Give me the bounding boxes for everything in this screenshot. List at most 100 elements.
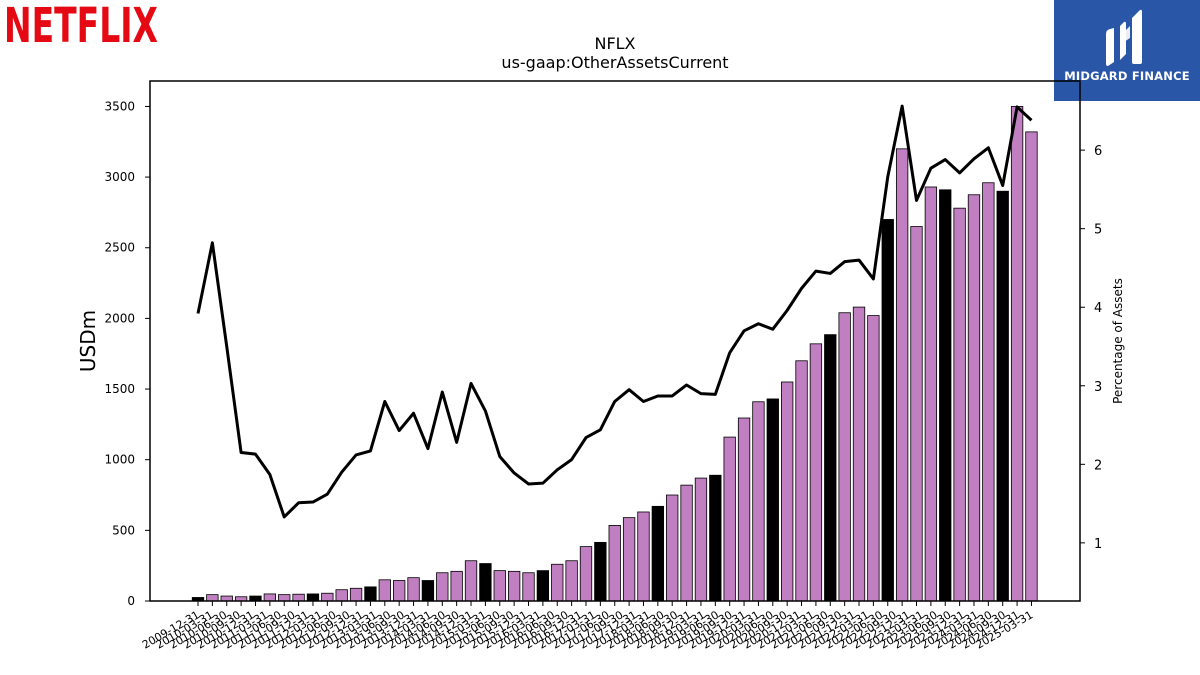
- bar: [565, 560, 578, 602]
- bar: [507, 570, 521, 602]
- x-tick-label: 2014-06-30: [386, 608, 448, 651]
- y-axis: 0 500 1000 1500 2000 2500 3000 3500: [104, 99, 150, 608]
- x-tick-label: 2015-06-30: [441, 608, 503, 651]
- x-tick-label: 2025-03-31: [973, 608, 1035, 651]
- bar: [666, 494, 679, 602]
- x-tick-label: 2010-09-30: [181, 608, 243, 651]
- x-tick-label: 2020-12-31: [741, 608, 803, 651]
- bar: [982, 182, 995, 602]
- x-tick-label: 2022-03-31: [809, 608, 871, 651]
- bar: [393, 580, 406, 602]
- x-tick-label: 2010-06-30: [167, 608, 229, 651]
- bar: [522, 572, 535, 602]
- x-tick-label: 2016-03-31: [482, 608, 544, 651]
- bar: [824, 334, 837, 602]
- publisher-name: MIDGARD FINANCE: [1064, 69, 1190, 83]
- x-tick-label: 2012-06-30: [277, 608, 339, 651]
- x-tick-label: 2010-03-31: [154, 608, 216, 651]
- bar: [292, 593, 305, 602]
- y-tick-label: 0: [127, 594, 135, 608]
- bar: [220, 595, 233, 602]
- bar: [939, 189, 952, 602]
- bar: [306, 593, 320, 602]
- x-tick-label: 2012-12-31: [304, 608, 366, 651]
- bar: [551, 563, 564, 602]
- bar: [953, 207, 966, 602]
- bar: [493, 570, 506, 602]
- bar: [910, 226, 923, 602]
- x-tick-label: 2021-06-30: [768, 608, 830, 651]
- x-tick-label: 2019-09-30: [673, 608, 735, 651]
- bar: [694, 477, 708, 602]
- x-tick-label: 2020-03-31: [700, 608, 762, 651]
- y-tick-label: 3500: [104, 99, 135, 113]
- bar: [407, 577, 420, 602]
- x-tick-label: 2016-12-31: [523, 608, 585, 651]
- x-tick-label: 2022-12-31: [850, 608, 912, 651]
- bar: [881, 219, 894, 602]
- x-tick-label: 2013-03-31: [318, 608, 380, 651]
- bar: [234, 596, 248, 602]
- bar: [651, 505, 664, 602]
- y2-tick-label: 3: [1094, 380, 1102, 395]
- bar: [781, 381, 794, 602]
- y-tick-label: 3000: [104, 170, 135, 184]
- bar: [479, 563, 492, 602]
- x-tick-label: 2020-06-30: [714, 608, 776, 651]
- x-tick-label: 2018-03-31: [591, 608, 653, 651]
- bar: [335, 589, 348, 602]
- bar: [809, 343, 823, 602]
- y2-tick-label: 5: [1094, 223, 1102, 238]
- bar: [622, 517, 636, 602]
- x-tick-label: 2012-09-30: [290, 608, 352, 651]
- x-tick-label: 2018-09-30: [618, 608, 680, 651]
- y2-axis: 1 2 3 4 5 6: [1080, 144, 1102, 552]
- x-tick-label: 2015-12-31: [468, 608, 530, 651]
- bar: [263, 593, 277, 602]
- x-tick-label: 2013-06-30: [331, 608, 393, 651]
- x-tick-label: 2018-06-30: [605, 608, 667, 651]
- y2-tick-label: 6: [1094, 144, 1102, 159]
- chart-title: NFLX: [594, 34, 635, 53]
- x-tick-label: 2024-09-30: [946, 608, 1008, 651]
- x-tick-label: 2019-03-31: [646, 608, 708, 651]
- bar: [536, 570, 550, 602]
- bar: [608, 525, 621, 602]
- x-tick-label: 2017-09-30: [564, 608, 626, 651]
- x-tick-label: 2019-06-30: [659, 608, 721, 651]
- x-tick-label: 2023-12-31: [905, 608, 967, 651]
- plot-frame: [149, 80, 1081, 602]
- x-tick-label: 2022-09-30: [837, 608, 899, 651]
- y-axis-label: USDm: [76, 310, 100, 372]
- x-tick-label: 2016-06-30: [495, 608, 557, 651]
- bar: [436, 572, 449, 602]
- y-tick-label: 1500: [104, 382, 135, 396]
- x-tick-label: 2016-09-30: [509, 608, 571, 651]
- bar: [723, 436, 736, 602]
- x-tick-label: 2024-06-30: [932, 608, 994, 651]
- x-tick-label: 2011-12-31: [249, 608, 311, 651]
- bar: [249, 595, 262, 602]
- bar: [680, 484, 693, 602]
- netflix-logo-text: NETFLIX: [4, 2, 158, 48]
- bar: [867, 315, 880, 602]
- bar: [709, 474, 722, 602]
- y2-axis-label: Percentage of Assets: [1111, 278, 1125, 404]
- bar: [838, 312, 851, 602]
- y2-tick-label: 1: [1094, 537, 1102, 552]
- x-tick-label: 2020-09-30: [728, 608, 790, 651]
- y-tick-label: 1000: [104, 453, 135, 467]
- x-tick-label: 2021-09-30: [782, 608, 844, 651]
- bar: [737, 417, 751, 602]
- x-tick-label: 2017-06-30: [550, 608, 612, 651]
- bar: [349, 587, 363, 602]
- x-tick-label: 2021-03-31: [755, 608, 817, 651]
- line-series: [196, 104, 1033, 519]
- x-tick-label: 2024-03-31: [919, 608, 981, 651]
- bar: [579, 546, 593, 602]
- bar: [967, 194, 981, 602]
- bar: [321, 592, 334, 602]
- bar: [895, 148, 909, 602]
- x-tick-label: 2009-12-31: [140, 608, 202, 651]
